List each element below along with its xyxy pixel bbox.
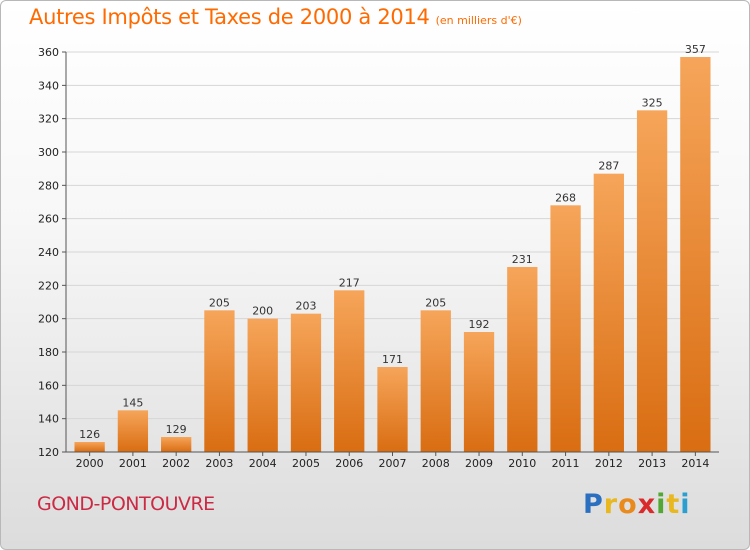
value-label-2000: 126 <box>79 428 100 441</box>
y-tick-label: 340 <box>38 79 59 92</box>
y-tick-label: 140 <box>38 413 59 426</box>
logo-letter: P <box>583 489 604 520</box>
logo-letter: o <box>618 489 638 520</box>
x-tick-label-2010: 2010 <box>508 457 536 470</box>
value-label-2014: 357 <box>685 43 706 56</box>
y-tick-label: 160 <box>38 379 59 392</box>
x-tick-label-2001: 2001 <box>119 457 147 470</box>
y-tick-label: 300 <box>38 146 59 159</box>
value-label-2004: 200 <box>252 305 273 318</box>
chart-unit-note: (en milliers d'€) <box>435 14 522 27</box>
y-tick-label: 360 <box>38 46 59 59</box>
x-tick-label-2004: 2004 <box>249 457 277 470</box>
x-tick-label-2003: 2003 <box>205 457 233 470</box>
y-tick-label: 200 <box>38 313 59 326</box>
value-label-2010: 231 <box>512 253 533 266</box>
x-tick-label-2007: 2007 <box>379 457 407 470</box>
bars <box>74 57 711 452</box>
value-label-2006: 217 <box>339 276 360 289</box>
x-tick-label-2005: 2005 <box>292 457 320 470</box>
bar-2010 <box>507 267 538 452</box>
y-tick-label: 220 <box>38 279 59 292</box>
logo-letter: t <box>666 489 681 520</box>
chart-title: Autres Impôts et Taxes de 2000 à 2014 <box>29 5 430 29</box>
logo-letter: i <box>656 489 667 520</box>
bar-2004 <box>247 318 278 452</box>
bar-2014 <box>680 57 711 452</box>
axes <box>62 51 719 456</box>
bar-2000 <box>74 442 105 452</box>
y-tick-label: 180 <box>38 346 59 359</box>
x-tick-label-2009: 2009 <box>465 457 493 470</box>
logo-letter: x <box>637 489 657 520</box>
x-tick-label-2014: 2014 <box>681 457 709 470</box>
x-tick-label-2012: 2012 <box>595 457 623 470</box>
logo-letter: r <box>603 489 619 520</box>
value-label-2008: 205 <box>425 296 446 309</box>
x-tick-label-2013: 2013 <box>638 457 666 470</box>
chart-title-row: Autres Impôts et Taxes de 2000 à 2014 (en… <box>29 5 522 29</box>
y-tick-label: 320 <box>38 113 59 126</box>
commune-name: GOND-PONTOUVRE <box>37 493 215 515</box>
y-tick-label: 260 <box>38 213 59 226</box>
x-tick-label-2008: 2008 <box>422 457 450 470</box>
bar-2003 <box>204 310 235 452</box>
grid-lines <box>66 51 719 420</box>
value-label-2012: 287 <box>598 160 619 173</box>
bar-2013 <box>636 110 668 452</box>
x-tick-label-2000: 2000 <box>76 457 104 470</box>
labels: 120 140 160 180 200 220 240 260 280 300 320 340 360 1… <box>38 43 709 470</box>
value-label-2003: 205 <box>209 296 230 309</box>
bar-2007 <box>377 367 408 452</box>
bar-2006 <box>334 290 365 452</box>
x-tick-label-2006: 2006 <box>335 457 363 470</box>
bar-2002 <box>161 437 192 452</box>
y-tick-label: 280 <box>38 179 59 192</box>
bar-2012 <box>593 173 624 452</box>
value-label-2013: 325 <box>642 96 663 109</box>
x-tick-label-2002: 2002 <box>162 457 190 470</box>
value-label-2009: 192 <box>469 318 490 331</box>
bar-2001 <box>117 410 149 452</box>
value-label-2007: 171 <box>382 353 403 366</box>
bar-2005 <box>290 313 322 452</box>
x-tick-label-2011: 2011 <box>552 457 580 470</box>
value-label-2001: 145 <box>122 396 143 409</box>
y-tick-label: 120 <box>38 446 59 459</box>
value-label-2011: 268 <box>555 191 576 204</box>
y-tick-label: 240 <box>38 246 59 259</box>
bar-2011 <box>550 205 581 452</box>
bar-2009 <box>463 332 495 452</box>
proxiti-logo[interactable]: Proxiti <box>583 489 691 520</box>
value-label-2002: 129 <box>166 423 187 436</box>
logo-letter: i <box>680 489 691 520</box>
value-label-2005: 203 <box>295 300 316 313</box>
bar-2008 <box>420 310 451 452</box>
